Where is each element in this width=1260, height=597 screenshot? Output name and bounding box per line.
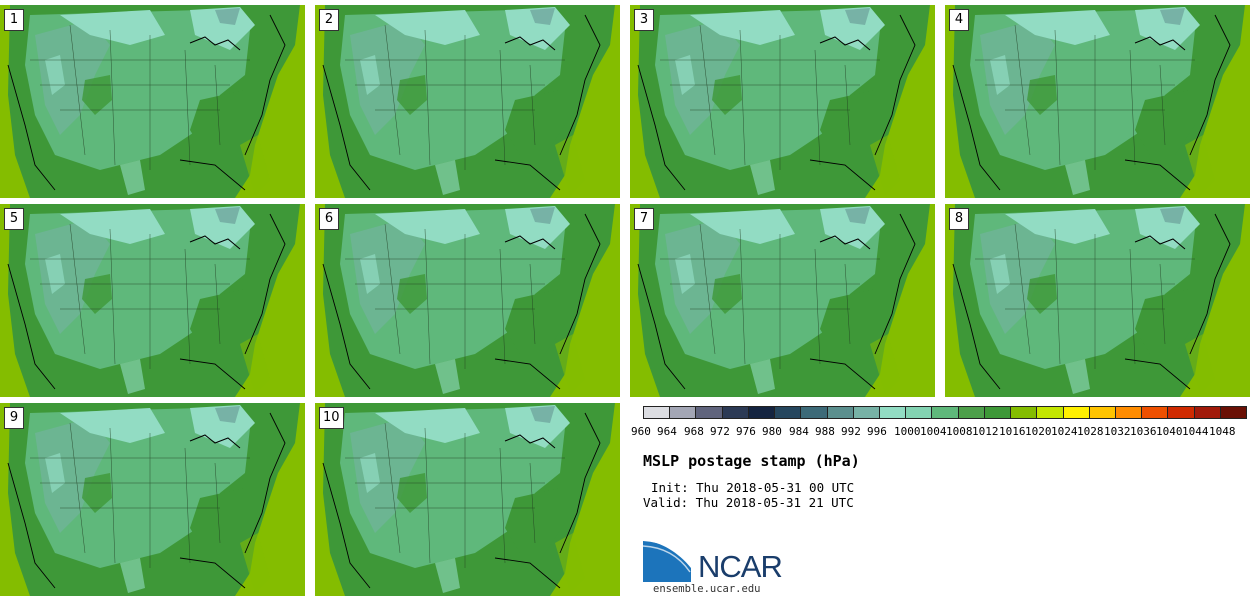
colorbar-swatch [1063,407,1090,418]
colorbar-swatch [644,407,671,418]
colorbar-tick-label: 1012 [972,425,999,438]
postage-stamp-map: 4 [945,5,1250,198]
postage-stamp-map: 3 [630,5,935,198]
member-number: 2 [319,9,339,31]
colorbar-tick-label: 964 [657,425,677,438]
postage-stamp-map: 7 [630,204,935,397]
colorbar-swatch [775,407,802,418]
member-number: 4 [949,9,969,31]
colorbar-swatch [984,407,1012,418]
colorbar-swatch [801,407,828,418]
colorbar-tick-label: 1000 [894,425,921,438]
colorbar-tick-label: 984 [789,425,809,438]
postage-stamp-map: 5 [0,204,305,397]
postage-stamp-map: 6 [315,204,620,397]
colorbar-tick-label: 968 [684,425,704,438]
colorbar-tick-label: 972 [710,425,730,438]
member-number: 1 [4,9,24,31]
colorbar-swatch [1089,407,1116,418]
colorbar-tick-label: 1004 [920,425,947,438]
colorbar-swatch [748,407,776,418]
colorbar-swatch [932,407,959,418]
colorbar-tick-label: 1032 [1104,425,1131,438]
website-url: ensemble.ucar.edu [653,583,761,595]
postage-stamp-map: 8 [945,204,1250,397]
colorbar-tick-label: 988 [815,425,835,438]
colorbar-swatch [827,407,854,418]
colorbar-swatch [906,407,933,418]
colorbar-swatch [1037,407,1064,418]
postage-stamp-map: 1 [0,5,305,198]
member-number: 10 [319,407,344,429]
colorbar-tick-label: 1016 [999,425,1026,438]
colorbar-swatch [670,407,697,418]
colorbar-tick-label: 976 [736,425,756,438]
colorbar [643,406,1247,419]
colorbar-tick-label: 1040 [1156,425,1183,438]
colorbar-tick-label: 992 [841,425,861,438]
colorbar-tick-label: 1020 [1025,425,1052,438]
colorbar-tick-label: 960 [631,425,651,438]
postage-stamp-map: 10 [315,403,620,596]
colorbar-swatch [1142,407,1169,418]
postage-stamp-map: 2 [315,5,620,198]
ncar-logo-icon [643,540,694,582]
colorbar-swatch [958,407,985,418]
colorbar-tick-label: 1036 [1130,425,1157,438]
member-number: 8 [949,208,969,230]
colorbar-swatch [1194,407,1221,418]
figure-title: MSLP postage stamp (hPa) [643,452,860,470]
member-number: 7 [634,208,654,230]
colorbar-tick-label: 996 [867,425,887,438]
colorbar-swatch [1168,407,1195,418]
colorbar-swatch [879,407,907,418]
colorbar-swatch [853,407,880,418]
colorbar-swatch [1220,407,1247,418]
member-number: 6 [319,208,339,230]
colorbar-swatch [722,407,749,418]
member-number: 3 [634,9,654,31]
colorbar-tick-label: 1024 [1051,425,1078,438]
member-number: 9 [4,407,24,429]
colorbar-tick-label: 1028 [1077,425,1104,438]
valid-time: Valid: Thu 2018-05-31 21 UTC [643,495,854,510]
colorbar-swatch [1115,407,1143,418]
colorbar-tick-label: 980 [762,425,782,438]
init-time: Init: Thu 2018-05-31 00 UTC [651,480,855,495]
postage-stamp-map: 9 [0,403,305,596]
logo-wordmark: NCAR [698,549,783,584]
colorbar-tick-label: 1048 [1209,425,1236,438]
colorbar-tick-label: 1044 [1182,425,1209,438]
member-number: 5 [4,208,24,230]
colorbar-ticks: 960 964 968 972 976 980 984 988 992 996 1000 1004 10… [631,425,1260,439]
colorbar-swatch [1011,407,1038,418]
colorbar-tick-label: 1008 [946,425,973,438]
colorbar-swatch [696,407,723,418]
